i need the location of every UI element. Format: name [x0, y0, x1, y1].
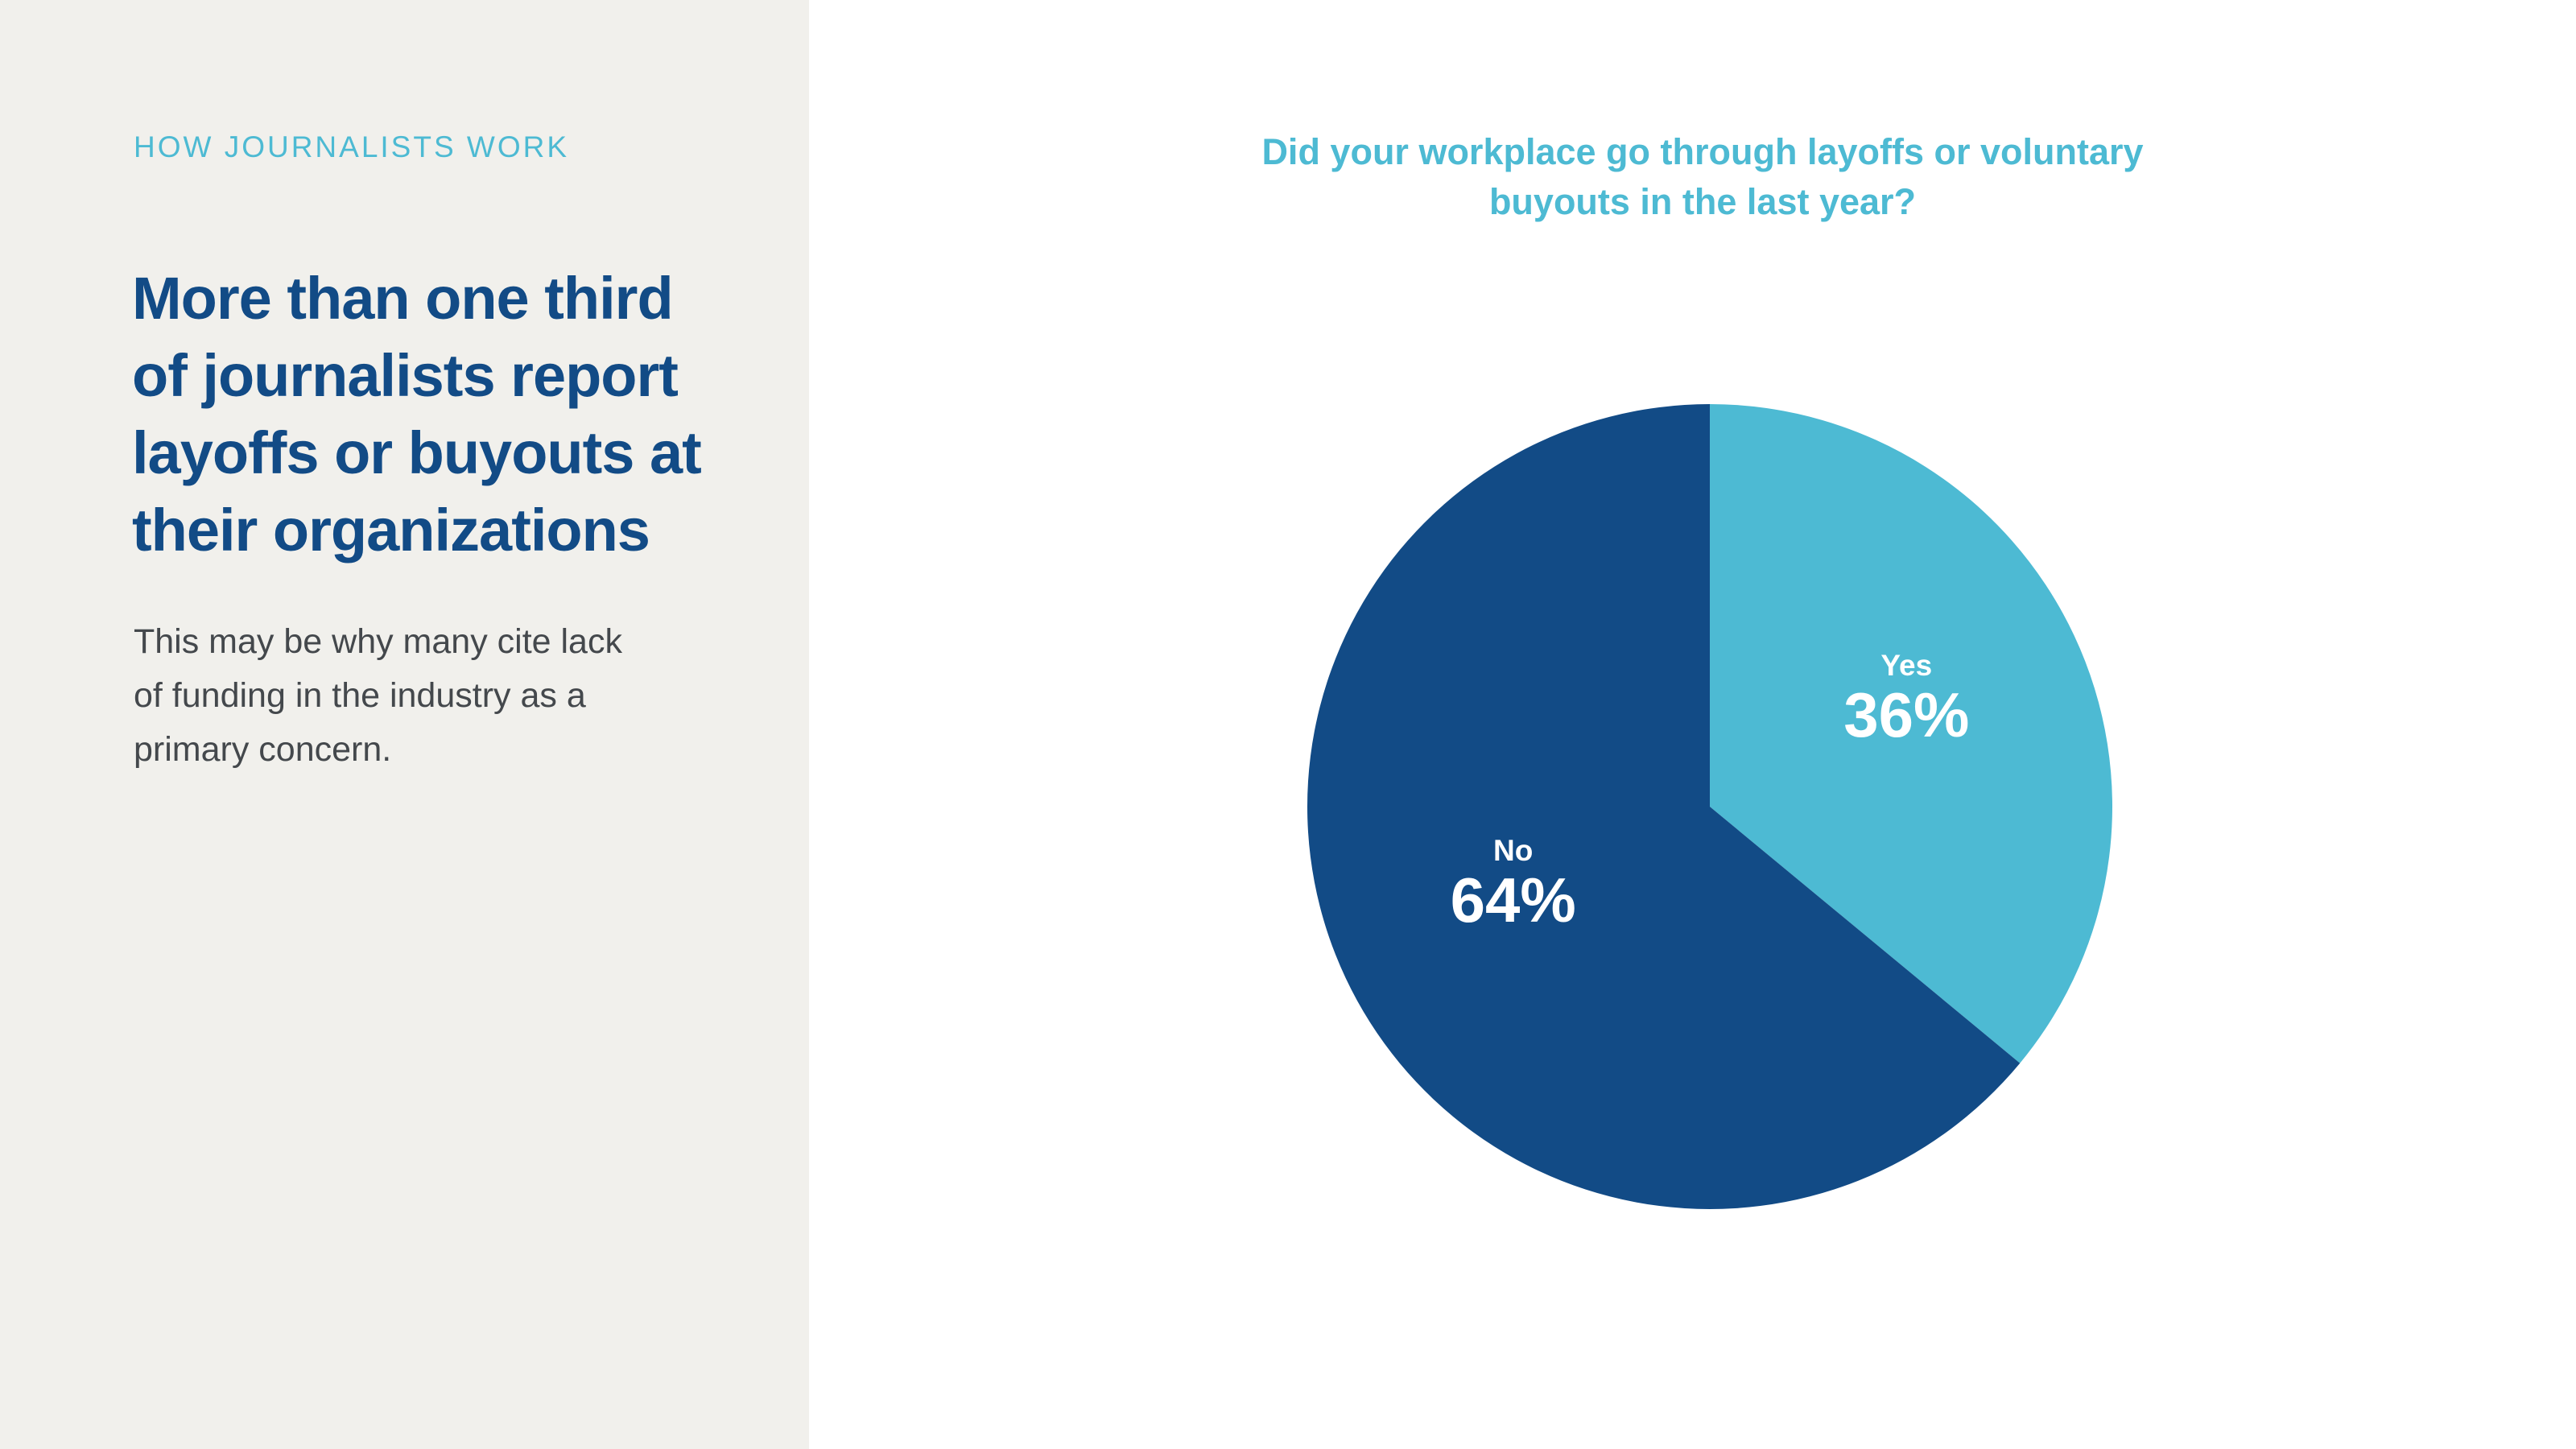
body-line: of funding in the industry as a — [134, 676, 586, 715]
body-text: This may be why many cite lack of fundin… — [134, 615, 697, 777]
headline-line: layoffs or buyouts at — [132, 419, 702, 486]
slice-value-yes: 36% — [1843, 679, 1969, 750]
headline: More than one third of journalists repor… — [132, 260, 792, 569]
section-label: HOW JOURNALISTS WORK — [134, 130, 570, 163]
chart-title: Did your workplace go through layoffs or… — [1127, 127, 2278, 227]
headline-line: More than one third — [132, 265, 674, 332]
body-line: primary concern. — [134, 730, 392, 769]
chart-title-line: buyouts in the last year? — [1488, 181, 1917, 222]
body-line: This may be why many cite lack — [134, 622, 622, 661]
headline-line: their organizations — [132, 497, 650, 564]
slice-value-no: 64% — [1451, 865, 1576, 935]
slice-label-no: No — [1493, 834, 1533, 867]
headline-line: of journalists report — [132, 342, 679, 409]
pie-slice-no — [1307, 404, 2021, 1209]
left-panel: HOW JOURNALISTS WORK More than one third… — [0, 0, 809, 1449]
chart-title-line: Did your workplace go through layoffs or… — [1261, 131, 2144, 172]
pie-slice-yes — [1710, 404, 2112, 1063]
slice-label-yes: Yes — [1880, 649, 1932, 682]
